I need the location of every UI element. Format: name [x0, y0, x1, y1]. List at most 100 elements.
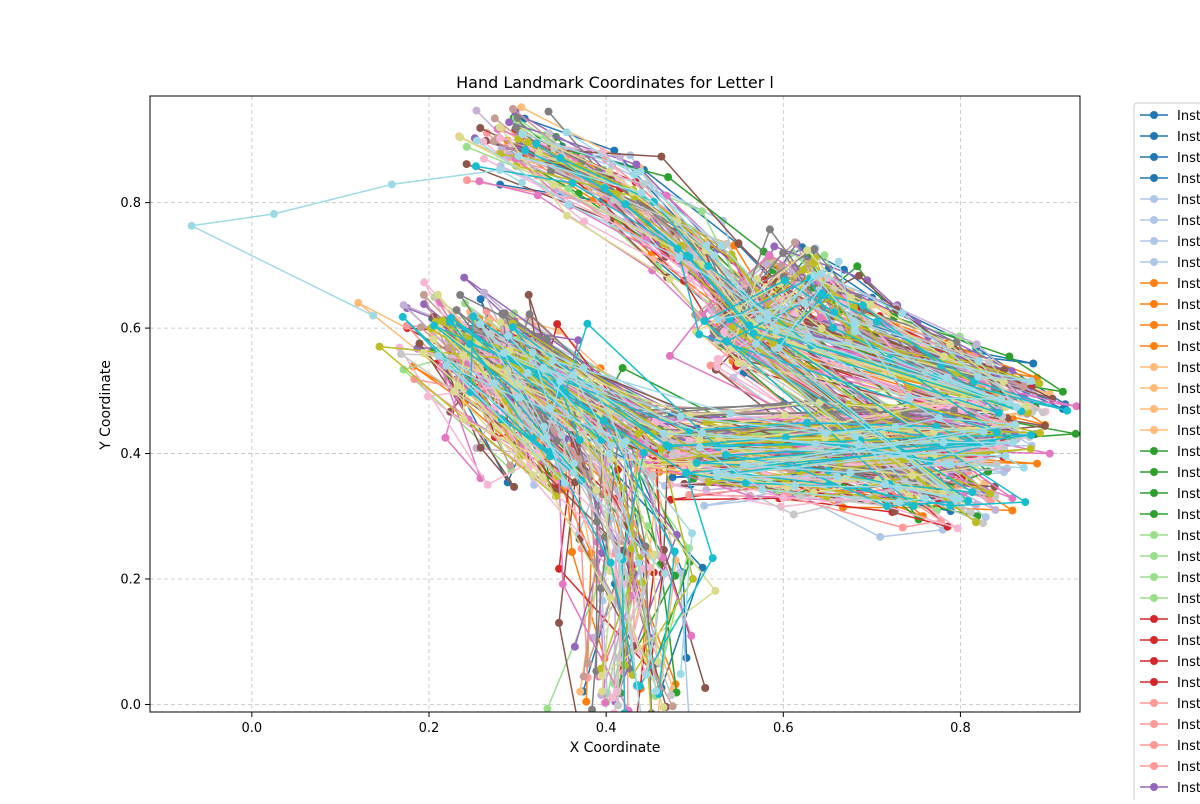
legend-item: Inst — [1140, 760, 1200, 775]
data-point — [999, 377, 1008, 386]
legend-item: Inst — [1140, 445, 1200, 460]
data-point — [882, 502, 891, 511]
legend-swatch-marker — [1150, 216, 1158, 224]
data-point — [568, 179, 577, 188]
data-point — [590, 452, 599, 461]
data-point — [513, 113, 522, 122]
data-point — [895, 498, 904, 507]
data-point — [638, 715, 646, 723]
data-point — [992, 428, 1001, 437]
legend-label: Inst — [1177, 445, 1200, 460]
legend-swatch-marker — [1150, 594, 1158, 602]
data-point — [866, 300, 875, 309]
outlier-series-1 — [187, 166, 526, 320]
series-line — [189, 169, 523, 317]
data-point — [521, 146, 529, 155]
legend-label: Inst — [1177, 592, 1200, 607]
data-point — [564, 184, 573, 193]
data-point — [664, 173, 673, 182]
data-point — [1011, 420, 1019, 429]
legend-label: Inst — [1177, 424, 1200, 439]
data-point — [472, 106, 481, 115]
legend-label: Inst — [1177, 214, 1200, 229]
data-point — [676, 412, 685, 421]
data-point — [580, 217, 589, 226]
legend-swatch-marker — [1150, 111, 1158, 119]
data-point — [642, 670, 651, 679]
data-point — [466, 388, 475, 397]
data-point — [618, 364, 627, 372]
data-point — [1005, 398, 1014, 407]
data-point — [564, 200, 573, 209]
data-point — [525, 310, 534, 319]
data-point — [652, 687, 660, 696]
legend-swatch-marker — [1150, 678, 1158, 686]
data-point — [620, 709, 629, 712]
data-point — [579, 672, 588, 681]
legend-item: Inst — [1140, 550, 1200, 565]
legend-label: Inst — [1177, 403, 1200, 418]
data-point — [770, 242, 779, 251]
data-point — [667, 691, 676, 700]
x-axis-label: X Coordinate — [570, 740, 661, 756]
data-point — [463, 176, 471, 185]
data-point — [698, 563, 707, 572]
data-point — [496, 318, 505, 327]
data-point — [908, 471, 917, 480]
data-point — [631, 726, 639, 734]
data-point — [558, 580, 567, 589]
data-point — [430, 321, 438, 330]
series-80 — [504, 128, 1036, 678]
data-point — [416, 323, 425, 332]
legend-label: Inst — [1177, 718, 1200, 733]
data-point — [803, 246, 812, 255]
data-point — [809, 488, 818, 497]
y-axis-label: Y Coordinate — [98, 360, 114, 451]
data-point — [529, 471, 537, 480]
x-tick-label: 0.8 — [950, 721, 971, 736]
data-point — [504, 331, 513, 340]
series-layer — [187, 103, 1080, 734]
data-point — [717, 241, 726, 250]
legend-item: Inst — [1140, 298, 1200, 313]
data-point — [542, 334, 551, 343]
legend-item: Inst — [1140, 403, 1200, 418]
data-point — [706, 361, 715, 370]
data-point — [741, 478, 750, 487]
data-point — [475, 177, 484, 186]
data-point — [676, 670, 685, 678]
data-point — [698, 429, 706, 437]
data-point — [1033, 459, 1042, 468]
legend-item: Inst — [1140, 382, 1200, 397]
axes: 0.0 0.2 0.4 0.6 0.8 0.0 0.2 0.4 0.6 0.8 — [120, 95, 1081, 736]
legend-item: Inst — [1140, 739, 1200, 754]
series-75 — [447, 154, 1072, 691]
legend-swatch-marker — [1150, 615, 1158, 623]
data-point — [460, 273, 469, 282]
data-point — [779, 401, 788, 409]
y-tick-label: 0.6 — [120, 322, 141, 337]
data-point — [601, 698, 610, 707]
legend-item: Inst — [1140, 697, 1200, 712]
data-point — [810, 245, 819, 254]
data-point — [496, 134, 505, 143]
data-point — [637, 578, 646, 587]
x-tick-label: 0.0 — [242, 721, 263, 736]
data-point — [909, 502, 918, 510]
data-point — [549, 356, 557, 365]
data-point — [893, 483, 902, 492]
legend-label: Inst — [1177, 340, 1200, 355]
legend-label: Inst — [1177, 109, 1200, 124]
data-point — [575, 535, 584, 543]
data-point — [749, 329, 758, 338]
data-point — [545, 404, 554, 412]
data-point — [569, 468, 578, 477]
legend-item: Inst — [1140, 130, 1200, 145]
data-point — [708, 554, 717, 563]
data-point — [1012, 403, 1021, 412]
data-point — [1022, 402, 1031, 411]
data-point — [552, 436, 561, 445]
data-point — [642, 235, 651, 244]
legend-item: Inst — [1140, 676, 1200, 691]
data-point — [619, 546, 628, 555]
